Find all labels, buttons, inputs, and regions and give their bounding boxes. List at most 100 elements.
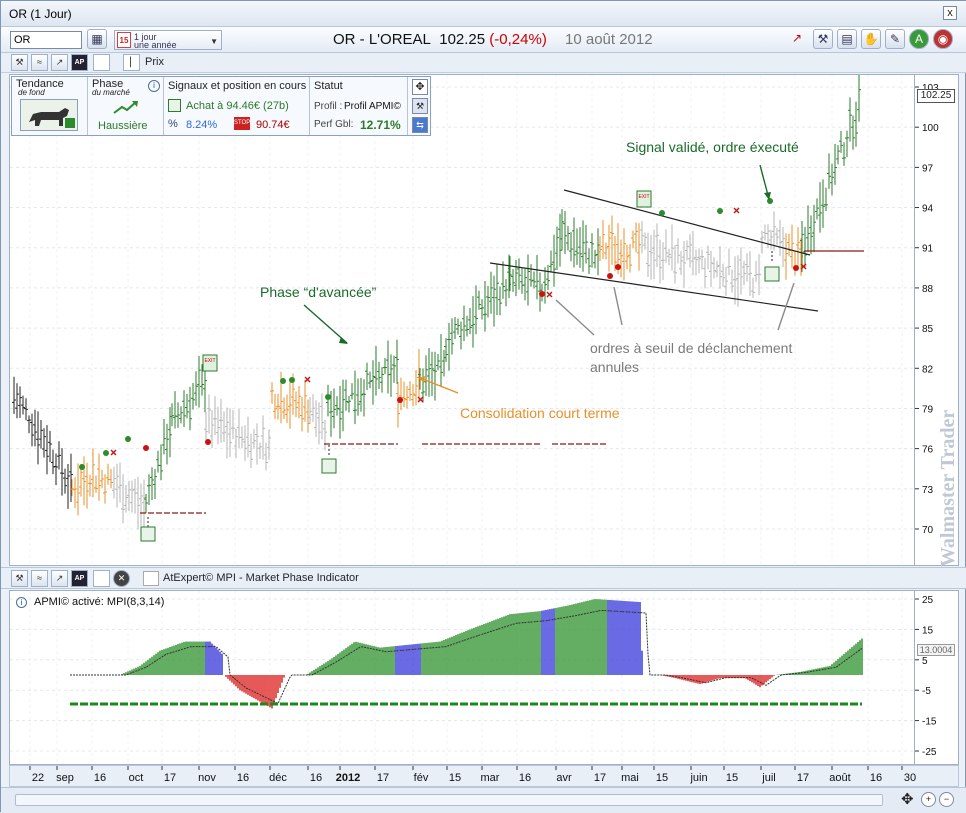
time-tick-label: oct bbox=[129, 772, 144, 784]
price-bar bbox=[323, 419, 327, 451]
price-bar bbox=[191, 382, 195, 410]
indicator-icon[interactable]: ↗ bbox=[51, 570, 68, 587]
price-bar bbox=[736, 255, 740, 307]
price-bar bbox=[258, 442, 262, 459]
price-bar bbox=[601, 220, 605, 259]
price-bar bbox=[809, 215, 813, 255]
tools-icon[interactable]: ⚒ bbox=[11, 570, 28, 587]
signal-panel: Tendance de fond Phase du marché i Hauss… bbox=[11, 76, 431, 136]
price-bar bbox=[742, 260, 746, 286]
price-bar bbox=[210, 410, 214, 449]
price-bar bbox=[575, 228, 579, 265]
price-bar bbox=[383, 358, 387, 375]
price-bar bbox=[48, 430, 52, 462]
calendar-icon: 15 bbox=[117, 32, 131, 48]
swap-icon[interactable]: ⇆ bbox=[412, 117, 428, 133]
symbol-input[interactable] bbox=[10, 31, 82, 49]
alert-icon[interactable]: A bbox=[909, 29, 929, 49]
period-selector[interactable]: 15 1 jour une année ▼ bbox=[114, 30, 222, 50]
book-icon[interactable]: ▦ bbox=[87, 29, 107, 49]
tools-icon[interactable]: ⚒ bbox=[11, 54, 28, 71]
price-bar bbox=[622, 228, 626, 281]
price-bar bbox=[389, 354, 393, 397]
hand-icon[interactable]: ✋ bbox=[861, 29, 881, 49]
price-bar bbox=[200, 364, 204, 396]
horizontal-scrollbar[interactable] bbox=[15, 794, 883, 806]
chart-style-icon[interactable]: ▤ bbox=[837, 29, 857, 49]
price-chart-area[interactable]: EXIT EXIT Signal validé, ordre éxecuté P… bbox=[9, 73, 916, 567]
price-bar bbox=[82, 456, 86, 506]
indicator-icon[interactable]: ↗ bbox=[51, 54, 68, 71]
indicator-chart-area[interactable]: i APMI© activé: MPI(8,3,14) bbox=[9, 590, 916, 766]
price-tick-label: 88 bbox=[922, 284, 934, 295]
time-tick-label: sep bbox=[56, 772, 74, 784]
price-bar bbox=[308, 397, 312, 425]
main-toolbar: ▦ 15 1 jour une année ▼ OR - L'OREAL 102… bbox=[1, 27, 966, 53]
perf-label: Perf Gbl: bbox=[314, 119, 354, 130]
price-bar bbox=[552, 234, 556, 287]
price-bar bbox=[249, 433, 253, 468]
price-bar bbox=[830, 163, 834, 196]
price-bar bbox=[857, 73, 861, 122]
ap-icon[interactable]: AP bbox=[71, 54, 88, 71]
stock-name: OR - L'OREAL bbox=[333, 31, 431, 48]
price-bar bbox=[492, 275, 496, 327]
tools-icon[interactable]: ⚒ bbox=[412, 98, 428, 114]
price-bar bbox=[359, 377, 363, 412]
move-icon[interactable]: ✥ bbox=[412, 79, 428, 95]
tools-icon[interactable]: ⚒ bbox=[813, 29, 833, 49]
indicator-tick-label: 15 bbox=[922, 625, 934, 636]
price-bar bbox=[12, 376, 16, 414]
price-bar bbox=[228, 408, 232, 457]
price-bar bbox=[276, 393, 280, 420]
price-bar bbox=[673, 245, 677, 284]
square-icon[interactable] bbox=[93, 54, 110, 71]
close-button[interactable]: x bbox=[943, 6, 957, 20]
entry-tag-icon bbox=[140, 266, 780, 542]
period-line1: 1 jour bbox=[134, 32, 157, 42]
pan-icon[interactable]: ✥ bbox=[901, 791, 914, 808]
zoom-in-icon[interactable]: + bbox=[921, 792, 936, 807]
price-bar bbox=[604, 242, 608, 260]
close-indicator-icon[interactable]: ✕ bbox=[113, 570, 130, 587]
indicator-tick-label: 25 bbox=[922, 595, 934, 606]
square-icon[interactable] bbox=[93, 570, 110, 587]
price-bar bbox=[462, 305, 466, 342]
time-axis-svg: 22 sep 16 oct 17 nov 16 déc 16 2012 17 fév 15 mar 16 av… bbox=[29, 766, 916, 784]
price-bar bbox=[526, 254, 530, 306]
info-icon[interactable]: i bbox=[16, 597, 27, 608]
svg-text:EXIT: EXIT bbox=[638, 194, 649, 200]
price-bar bbox=[362, 379, 366, 417]
phase-value: Haussière bbox=[98, 120, 148, 132]
ap-icon[interactable]: AP bbox=[71, 570, 88, 587]
draw-line-icon[interactable]: ↗ bbox=[791, 31, 803, 45]
price-bar bbox=[733, 256, 737, 305]
price-bar bbox=[480, 299, 484, 320]
line-chart-icon[interactable]: ≈ bbox=[31, 54, 48, 71]
price-bar bbox=[368, 371, 372, 389]
price-bar bbox=[136, 476, 140, 530]
price-bar bbox=[297, 385, 301, 419]
price-annotations-layer: EXIT EXIT Signal validé, ordre éxecuté P… bbox=[79, 139, 864, 542]
time-tick-label: nov bbox=[198, 772, 216, 784]
zoom-out-icon[interactable]: − bbox=[939, 792, 954, 807]
expert-icon[interactable]: ◉ bbox=[933, 29, 953, 49]
price-bar bbox=[558, 213, 562, 267]
info-icon[interactable]: i bbox=[148, 80, 160, 92]
price-bar bbox=[694, 249, 698, 276]
resistance-trendline bbox=[563, 189, 811, 256]
price-bar bbox=[185, 393, 189, 419]
pen-icon[interactable]: ✎ bbox=[885, 29, 905, 49]
price-bar bbox=[338, 385, 342, 439]
price-bar bbox=[833, 143, 837, 185]
indicator-chart bbox=[10, 591, 916, 766]
price-bar bbox=[796, 227, 800, 268]
price-bar bbox=[63, 468, 67, 494]
price-icon[interactable]: ⎢ bbox=[123, 54, 140, 71]
bull-icon[interactable] bbox=[20, 99, 78, 131]
price-bar bbox=[350, 383, 354, 400]
annotation-ordres-line2: annules bbox=[590, 359, 639, 375]
price-bar bbox=[703, 257, 707, 289]
price-bar bbox=[118, 462, 122, 503]
line-chart-icon[interactable]: ≈ bbox=[31, 570, 48, 587]
